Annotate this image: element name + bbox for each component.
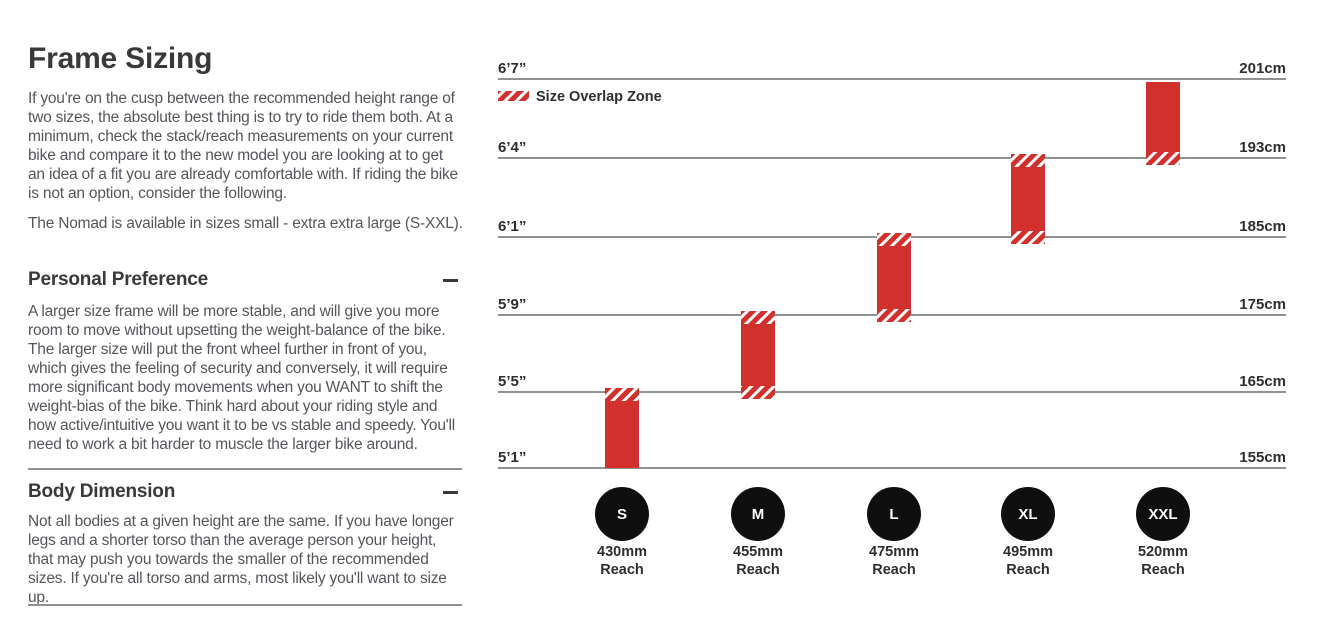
overlap-zone-top-XL [1011, 154, 1045, 167]
collapse-minus-icon [443, 278, 458, 282]
overlap-zone-top-S [605, 388, 639, 401]
reach-value-M: 455mm [733, 544, 783, 560]
size-circle-XXL [1136, 487, 1190, 541]
size-range-bar-L [877, 233, 911, 322]
section-divider [28, 468, 462, 470]
reach-value-XXL: 520mm [1138, 544, 1188, 560]
size-range-bar-XXL [1146, 82, 1180, 165]
section-header-personal-preference[interactable]: Personal Preference [28, 268, 462, 292]
height-label-metric: 185cm [1239, 218, 1286, 235]
frame-sizing-chart: 6’7” 201cm 6’4” 193cm 6’1” 185cm 5’9” 175cm 5’5”… [498, 60, 1286, 578]
body-dimension-paragraph: Not all bodies at a given height are the… [28, 513, 454, 606]
reach-value-S: 430mm [597, 544, 647, 560]
overlap-zone-bottom-M [741, 386, 775, 399]
reach-caption-XXL: Reach [1141, 562, 1185, 578]
section-header-body-dimension[interactable]: Body Dimension [28, 480, 462, 504]
section-title-body-dimension: Body Dimension [28, 481, 176, 502]
height-label-metric: 201cm [1239, 60, 1286, 77]
size-range-bar-M [741, 311, 775, 399]
reach-value-XL: 495mm [1003, 544, 1053, 560]
size-circle-M [731, 487, 785, 541]
overlap-zone-bottom-L [877, 309, 911, 322]
reach-caption-L: Reach [872, 562, 916, 578]
height-label-metric: 175cm [1239, 296, 1286, 313]
height-label-imperial: 5’1” [498, 449, 526, 466]
reach-caption-S: Reach [600, 562, 644, 578]
reach-caption-XL: Reach [1006, 562, 1050, 578]
sizing-text-panel: Frame Sizing If you're on the cusp betwe… [28, 0, 463, 621]
legend-label: Size Overlap Zone [536, 89, 662, 105]
size-circle-label-XL: XL [1018, 506, 1037, 523]
size-circle-L [867, 487, 921, 541]
overlap-zone-top-L [877, 233, 911, 246]
height-label-imperial: 5’9” [498, 296, 526, 313]
reach-caption-M: Reach [736, 562, 780, 578]
page-title: Frame Sizing [28, 42, 213, 75]
height-label-imperial: 6’4” [498, 139, 526, 156]
section-title-personal-preference: Personal Preference [28, 269, 208, 290]
collapse-minus-icon [443, 490, 458, 494]
size-circle-label-M: M [752, 506, 765, 523]
overlap-zone-bottom-XXL [1146, 152, 1180, 165]
size-circle-XL [1001, 487, 1055, 541]
height-label-imperial: 5’5” [498, 373, 526, 390]
size-circle-S [595, 487, 649, 541]
size-circle-label-XXL: XXL [1148, 506, 1177, 523]
personal-preference-paragraph: A larger size frame will be more stable,… [28, 303, 455, 453]
height-label-imperial: 6’1” [498, 218, 526, 235]
overlap-zone-top-M [741, 311, 775, 324]
height-label-imperial: 6’7” [498, 60, 526, 77]
height-label-metric: 155cm [1239, 449, 1286, 466]
size-overlap-swatch-icon [498, 91, 529, 101]
height-label-metric: 165cm [1239, 373, 1286, 390]
size-range-bar-XL [1011, 154, 1045, 244]
size-circle-label-S: S [617, 506, 627, 523]
section-divider [28, 604, 462, 606]
height-label-metric: 193cm [1239, 139, 1286, 156]
reach-value-L: 475mm [869, 544, 919, 560]
overlap-zone-bottom-XL [1011, 231, 1045, 244]
intro-paragraph: If you're on the cusp between the recomm… [28, 90, 458, 202]
availability-note: The Nomad is available in sizes small - … [28, 215, 463, 232]
size-range-bar-S [605, 388, 639, 468]
size-circle-label-L: L [889, 506, 898, 523]
